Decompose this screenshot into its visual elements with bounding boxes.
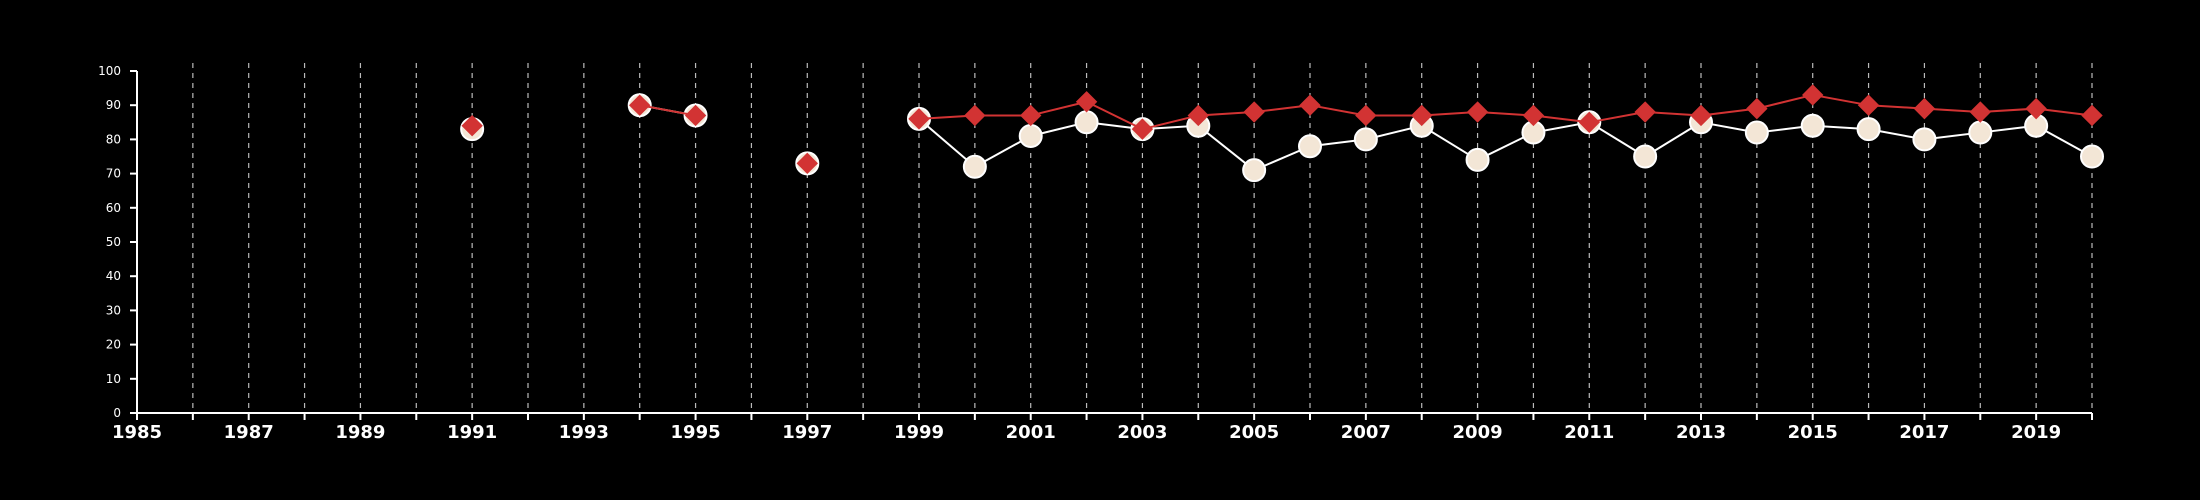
series-0-point-2006 <box>1298 134 1322 159</box>
series-0-point-2016 <box>1856 117 1881 142</box>
x-tick-label-1989: 1989 <box>335 422 385 443</box>
y-tick-label-90: 90 <box>106 98 121 112</box>
series-1-point-2016 <box>1857 94 1880 116</box>
y-tick-label-60: 60 <box>106 201 121 215</box>
x-tick-label-1999: 1999 <box>894 422 944 443</box>
series-0-point-2018 <box>1968 120 1993 145</box>
x-tick-label-2019: 2019 <box>2011 422 2061 443</box>
series-1-point-2012 <box>1634 101 1656 123</box>
series-0-point-2005 <box>1242 158 1267 183</box>
series-0-point-2007 <box>1353 127 1378 152</box>
series-1-point-2008 <box>1411 104 1433 127</box>
series-1-segment <box>1309 104 1367 117</box>
series-1-point-2003 <box>1131 118 1154 140</box>
x-tick-label-2017: 2017 <box>1899 422 1949 443</box>
series-0-point-2002 <box>1074 110 1099 135</box>
series-1-point-2017 <box>1913 97 1936 120</box>
x-tick-label-2013: 2013 <box>1676 422 1726 443</box>
x-tick-label-1993: 1993 <box>559 422 609 443</box>
series-1-point-1995 <box>684 104 707 127</box>
y-tick-label-100: 100 <box>98 64 121 78</box>
series-1-point-1994 <box>629 94 651 116</box>
series-1-segment <box>1030 100 1087 117</box>
series-1-point-2000 <box>964 104 986 127</box>
y-tick-label-70: 70 <box>106 167 121 181</box>
series-1-segment <box>639 104 696 117</box>
series-1-segment <box>1812 93 1869 107</box>
series-0-point-2017 <box>1912 127 1937 152</box>
series-1-point-2011 <box>1578 111 1600 134</box>
series-0-point-2009 <box>1465 147 1490 172</box>
series-1-segment <box>1589 111 1646 124</box>
y-tick-label-50: 50 <box>106 235 121 249</box>
series-0-point-2014 <box>1744 120 1769 145</box>
series-1-point-2007 <box>1355 104 1377 127</box>
x-tick-label-2003: 2003 <box>1117 422 1167 443</box>
series-0-point-2001 <box>1018 123 1043 148</box>
series-0-point-2020 <box>2080 144 2104 169</box>
x-tick-label-1995: 1995 <box>671 422 721 443</box>
series-1-point-2001 <box>1020 104 1042 127</box>
x-tick-label-1997: 1997 <box>782 422 832 443</box>
series-0-segment <box>918 118 976 168</box>
series-1-point-2018 <box>1969 101 1991 123</box>
x-tick-label-1985: 1985 <box>112 422 162 443</box>
series-0-point-2015 <box>1800 113 1825 138</box>
axes: 0 10 20 30 40 50 60 70 80 90 100 1985 1987 1989 1991 19… <box>98 64 2093 443</box>
series-1-point-2004 <box>1187 104 1209 127</box>
y-tick-label-80: 80 <box>106 132 121 146</box>
y-tick-label-0: 0 <box>113 406 121 420</box>
y-tick-label-40: 40 <box>106 269 121 283</box>
series-1-point-1999 <box>908 108 930 130</box>
series-0-point-2012 <box>1633 144 1658 169</box>
series-0-point-2000 <box>962 154 987 179</box>
x-tick-label-2011: 2011 <box>1564 422 1614 443</box>
series-1-point-1997 <box>796 152 818 175</box>
series-1-point-1991 <box>461 115 483 137</box>
x-tick-label-2009: 2009 <box>1453 422 1503 443</box>
series-1-segment <box>1142 114 1199 131</box>
x-tick-label-2001: 2001 <box>1006 422 1056 443</box>
series-1-segment <box>1756 93 1813 110</box>
series-1-point-2020 <box>2081 104 2103 127</box>
y-tick-label-10: 10 <box>106 372 121 386</box>
x-tick-label-2007: 2007 <box>1341 422 1391 443</box>
series-1-segment <box>1086 100 1143 131</box>
x-tick-label-1987: 1987 <box>224 422 274 443</box>
series-1-point-2002 <box>1075 91 1098 113</box>
series-1-point-2014 <box>1746 97 1768 120</box>
series-1-point-2006 <box>1299 94 1321 116</box>
x-tick-label-2015: 2015 <box>1788 422 1838 443</box>
series-1-point-2013 <box>1690 104 1712 127</box>
series-1-point-2010 <box>1522 104 1545 127</box>
x-tick-label-1991: 1991 <box>447 422 497 443</box>
y-tick-label-20: 20 <box>106 338 121 352</box>
vertical-grid <box>192 63 2093 413</box>
series-1-point-2019 <box>2025 97 2047 120</box>
series-layer <box>460 84 2104 183</box>
x-tick-label-2005: 2005 <box>1229 422 1279 443</box>
series-1 <box>461 84 2103 175</box>
y-tick-label-30: 30 <box>106 303 121 317</box>
series-1-point-2005 <box>1243 101 1265 123</box>
series-1-point-2009 <box>1466 101 1489 123</box>
series-1-point-2015 <box>1802 84 1824 106</box>
